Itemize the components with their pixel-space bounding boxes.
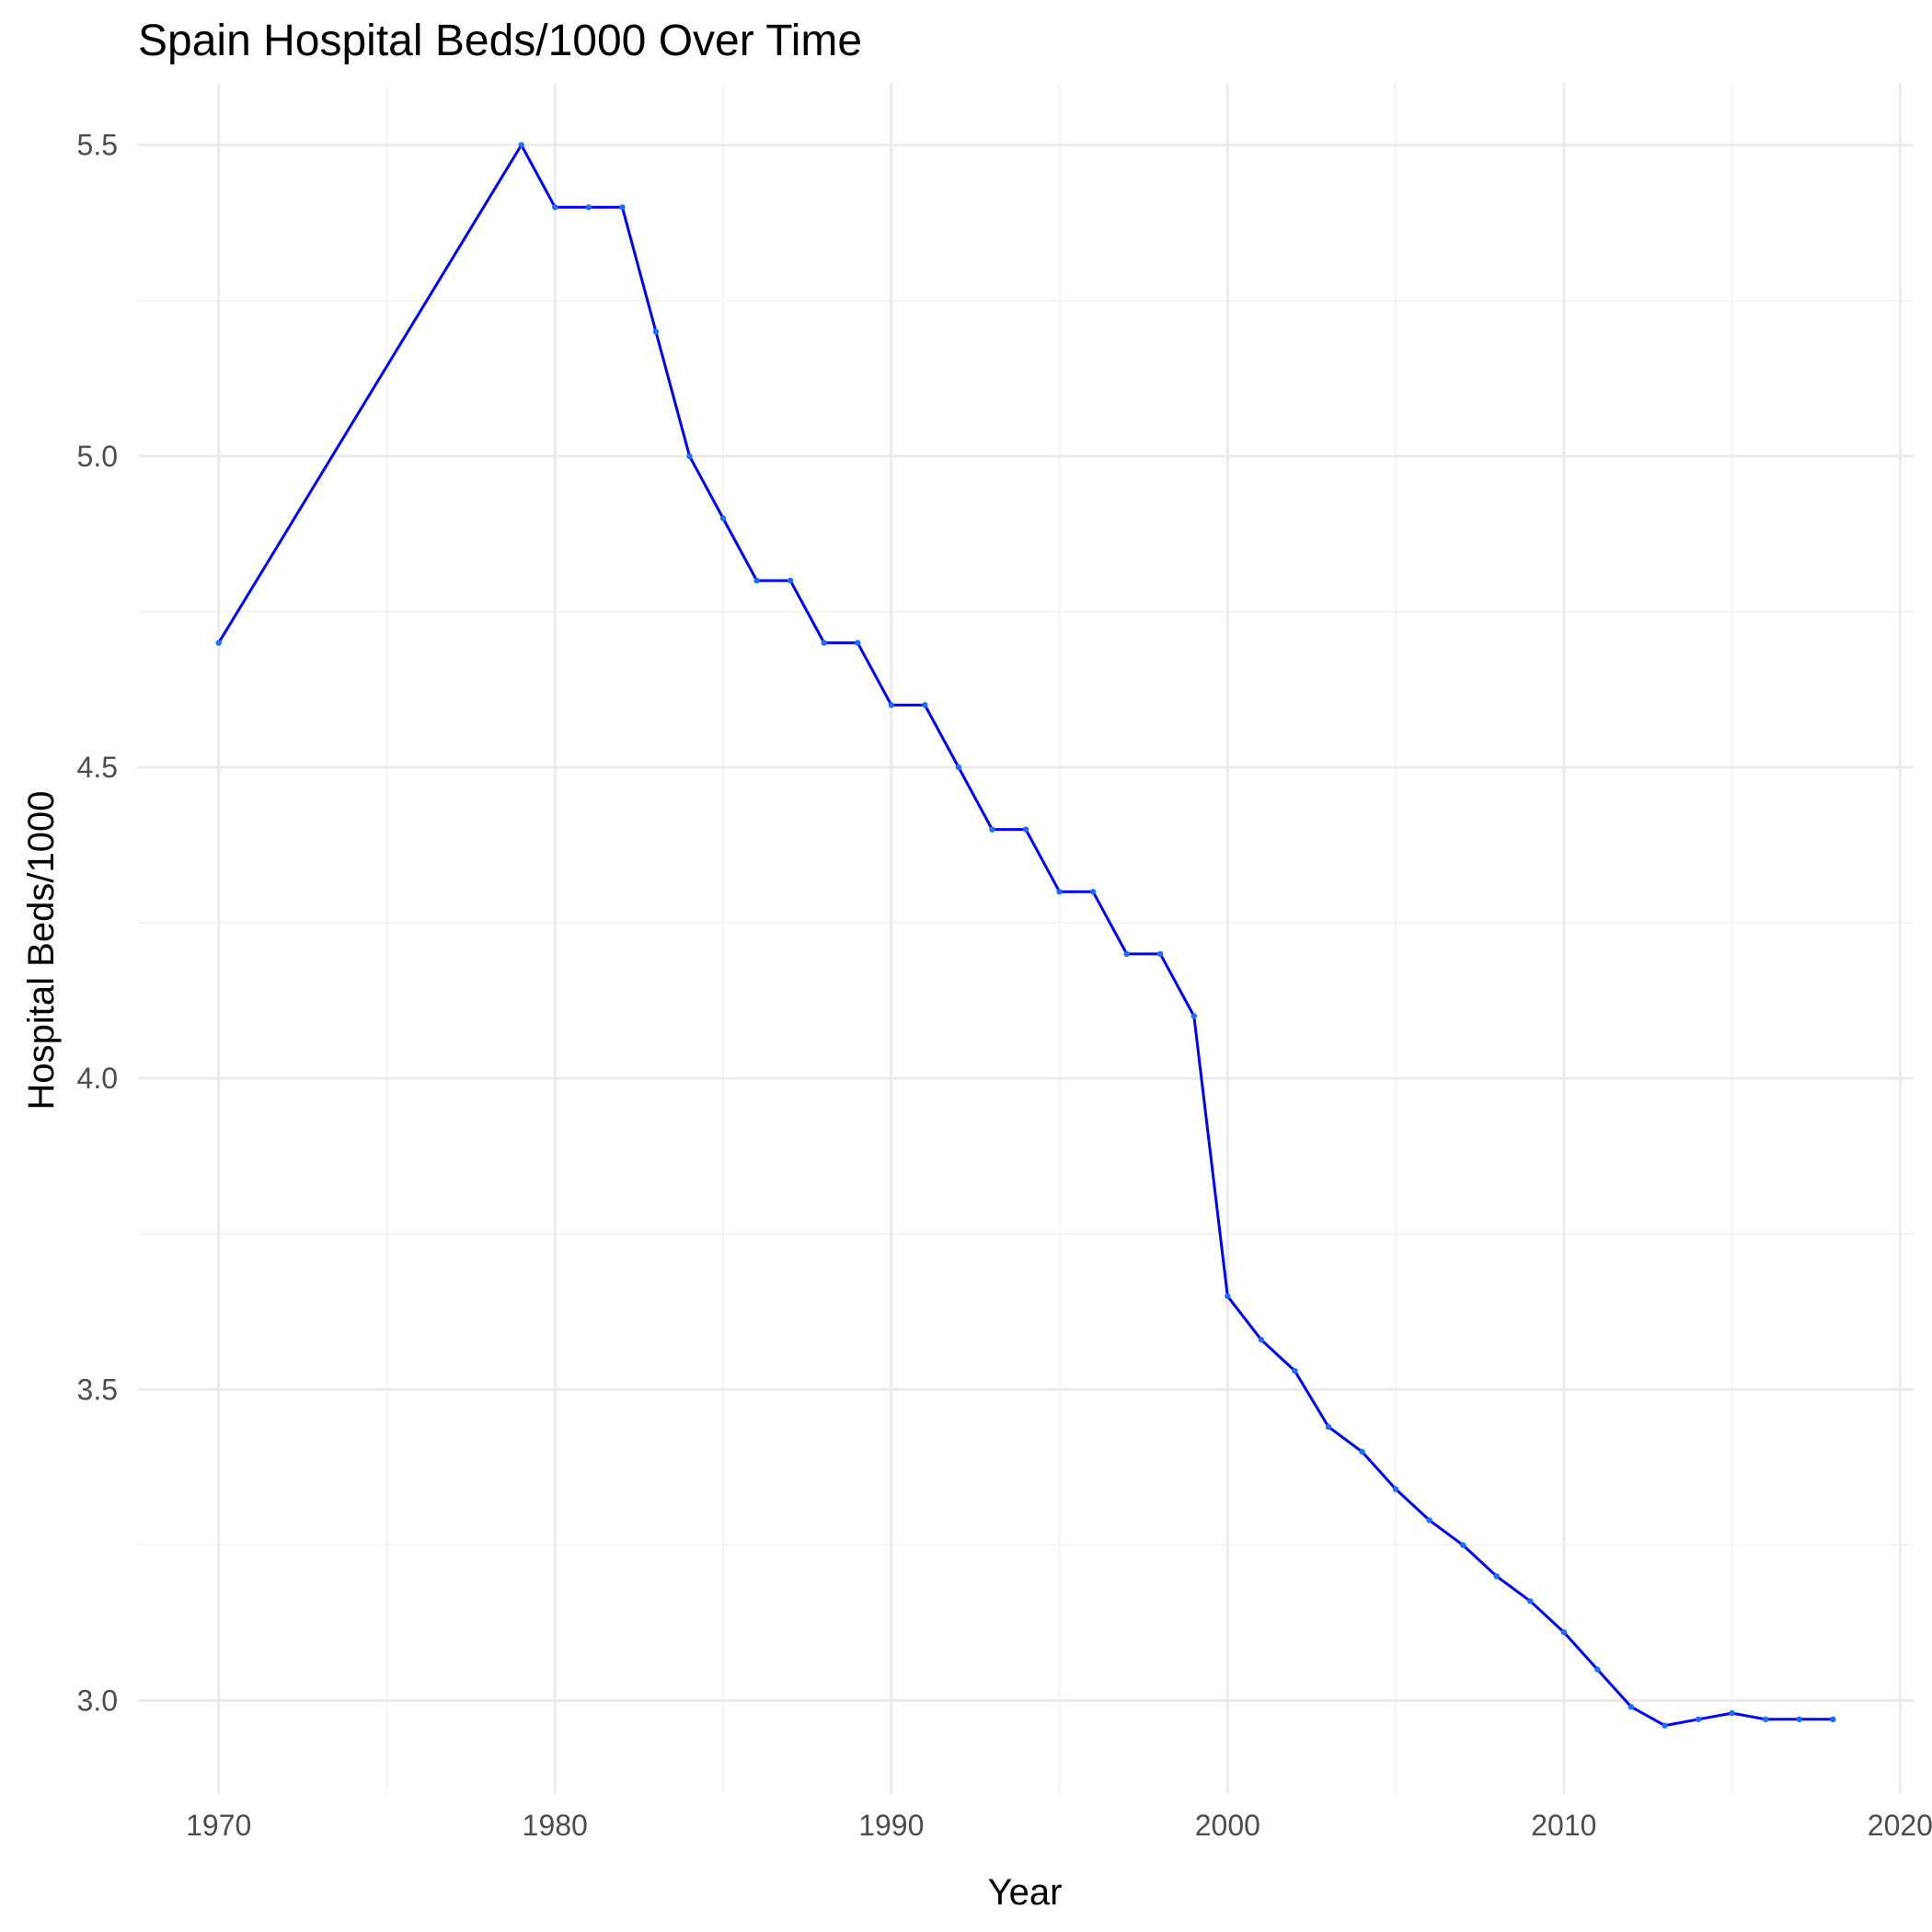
data-point [1762, 1716, 1769, 1723]
data-point [1662, 1722, 1668, 1729]
data-point [855, 639, 861, 646]
x-axis-title: Year [988, 1872, 1063, 1913]
data-point [787, 577, 794, 584]
data-point [989, 826, 995, 833]
y-tick-label: 3.5 [77, 1373, 118, 1406]
data-point [1190, 1013, 1197, 1019]
series-line-layer [217, 144, 1834, 1728]
grid [138, 83, 1914, 1794]
data-point [619, 204, 626, 211]
data-point [1123, 950, 1130, 958]
series-line [217, 144, 1834, 1728]
data-point [1157, 950, 1164, 958]
chart-title: Spain Hospital Beds/1000 Over Time [138, 17, 862, 65]
data-point [215, 639, 222, 646]
data-point [1560, 1628, 1568, 1636]
data-point [585, 204, 592, 211]
x-tick-label: 2020 [1868, 1809, 1932, 1842]
data-point [1796, 1716, 1802, 1723]
data-point [955, 764, 962, 771]
data-point [552, 204, 558, 211]
data-point [1695, 1716, 1702, 1723]
y-tick-label: 5.5 [77, 129, 118, 162]
data-point [1258, 1337, 1265, 1343]
data-point [1594, 1666, 1601, 1673]
data-point [719, 515, 727, 522]
data-point [1325, 1423, 1332, 1431]
x-tick-label: 1970 [186, 1809, 251, 1842]
x-tick-label: 2000 [1195, 1809, 1260, 1842]
data-point [922, 702, 928, 708]
data-point [1089, 889, 1097, 895]
data-point [1627, 1704, 1635, 1710]
y-axis-title: Hospital Beds/1000 [21, 791, 62, 1110]
data-point [1392, 1486, 1399, 1492]
data-point [1830, 1716, 1836, 1723]
data-point [686, 453, 693, 460]
data-point [518, 142, 524, 148]
data-point [1729, 1709, 1735, 1717]
data-points [215, 142, 1836, 1729]
x-tick-label: 1980 [523, 1809, 588, 1842]
data-point [1292, 1367, 1298, 1374]
data-point [1359, 1448, 1365, 1455]
data-point [1493, 1573, 1500, 1580]
data-point [1022, 826, 1029, 833]
data-point [652, 328, 660, 335]
x-tick-label: 2010 [1531, 1809, 1596, 1842]
data-point [753, 577, 760, 584]
y-tick-label: 5.0 [77, 440, 118, 473]
data-point [1459, 1542, 1466, 1548]
data-point [1225, 1293, 1231, 1300]
y-axis-ticks: 3.0 3.5 4.0 4.5 5.0 5.5 [77, 129, 118, 1718]
data-point [1056, 889, 1063, 895]
data-point [821, 639, 827, 646]
data-point [888, 702, 894, 708]
data-point [1527, 1598, 1534, 1604]
x-tick-label: 1990 [858, 1809, 924, 1842]
y-tick-label: 4.0 [77, 1062, 118, 1095]
y-tick-label: 4.5 [77, 751, 118, 784]
y-tick-label: 3.0 [77, 1685, 118, 1718]
x-axis-ticks: 1970 1980 1990 2000 2010 2020 [186, 1809, 1932, 1842]
data-point [1426, 1517, 1432, 1524]
